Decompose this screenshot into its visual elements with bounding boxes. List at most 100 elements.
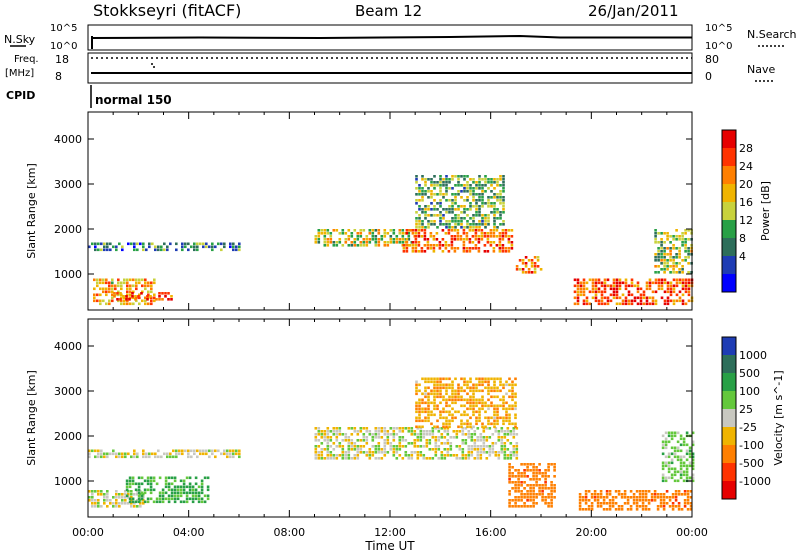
echo-cell (109, 502, 112, 505)
echo-cell (515, 457, 519, 460)
echo-cell (121, 455, 124, 459)
echo-cell (451, 413, 454, 417)
echo-cell (608, 499, 612, 502)
echo-cell (332, 229, 336, 232)
echo-cell (678, 262, 681, 265)
echo-cell (444, 232, 448, 235)
echo-cell (179, 485, 183, 489)
echo-cell (323, 238, 327, 241)
echo-cell (666, 238, 669, 241)
echo-cell (362, 445, 366, 448)
echo-cell (431, 448, 435, 451)
echo-cell (132, 290, 135, 294)
echo-cell (421, 178, 424, 181)
echo-cell (413, 451, 417, 454)
echo-cell (436, 392, 439, 396)
echo-cell (172, 455, 175, 459)
echo-cell (523, 502, 526, 505)
echo-cell (119, 298, 122, 301)
echo-cell (502, 196, 505, 199)
echo-cell (139, 505, 142, 508)
echo-cell (392, 433, 396, 436)
echo-cell (410, 430, 414, 433)
nsky-label: N.Sky (4, 33, 36, 46)
echo-cell (611, 505, 615, 508)
echo-cell (347, 427, 351, 430)
echo-cell (669, 299, 673, 303)
echo-cell (424, 208, 427, 211)
echo-cell (371, 454, 375, 457)
echo-cell (576, 287, 580, 291)
echo-cell (422, 436, 426, 439)
echo-cell (461, 430, 465, 433)
echo-cell (475, 410, 478, 414)
echo-cell (100, 490, 103, 493)
echo-cell (532, 499, 535, 502)
echo-cell (636, 296, 640, 300)
echo-cell (608, 502, 612, 505)
echo-cell (470, 427, 474, 430)
echo-cell (496, 422, 499, 426)
echo-cell (469, 422, 472, 426)
echo-cell (660, 250, 663, 253)
echo-cell (365, 427, 369, 430)
echo-cell (501, 229, 505, 232)
echo-cell (433, 386, 436, 390)
echo-cell (532, 502, 535, 505)
echo-cell (478, 211, 481, 214)
echo-cell (641, 505, 645, 508)
echo-cell (630, 278, 634, 282)
echo-cell (383, 427, 387, 430)
echo-cell (444, 244, 448, 247)
echo-cell (427, 413, 430, 417)
echo-cell (439, 202, 442, 205)
echo-cell (338, 427, 342, 430)
echo-cell (129, 296, 132, 300)
echo-cell (661, 434, 665, 438)
echo-cell (374, 235, 378, 238)
echo-cell (170, 482, 174, 486)
echo-cell (521, 262, 525, 265)
echo-cell (612, 296, 616, 300)
echo-cell (347, 451, 351, 454)
echo-cell (445, 187, 448, 190)
echo-cell (498, 244, 502, 247)
echo-cell (475, 193, 478, 196)
echo-cell (451, 386, 454, 390)
echo-cell (483, 250, 487, 253)
echo-cell (573, 296, 577, 300)
echo-cell (445, 184, 448, 187)
echo-cell (508, 493, 511, 496)
echo-cell (457, 175, 460, 178)
echo-cell (630, 299, 634, 303)
echo-cell (653, 493, 657, 496)
echo-cell (484, 416, 487, 420)
echo-cell (477, 247, 481, 250)
echo-cell (664, 455, 668, 459)
echo-cell (138, 302, 141, 306)
echo-cell (663, 253, 666, 256)
echo-cell (436, 377, 439, 381)
echo-cell (350, 457, 354, 460)
echo-cell (514, 383, 517, 387)
echo-cell (681, 268, 684, 271)
echo-cell (146, 497, 150, 501)
echo-cell (657, 250, 660, 253)
echo-cell (405, 238, 409, 241)
echo-cell (508, 422, 511, 426)
echo-cell (140, 292, 143, 295)
echo-cell (131, 482, 135, 486)
y-tick-label: 3000 (54, 385, 82, 398)
echo-cell (460, 395, 463, 399)
echo-cell (672, 302, 676, 306)
echo-cell (124, 499, 127, 502)
echo-cell (418, 214, 421, 217)
echo-cell (129, 302, 132, 306)
echo-cell (411, 247, 415, 250)
echo-cell (682, 470, 686, 474)
echo-cell (510, 244, 514, 247)
echo-cell (623, 490, 627, 493)
echo-cell (624, 299, 628, 303)
echo-cell (448, 395, 451, 399)
echo-cell (453, 229, 457, 232)
